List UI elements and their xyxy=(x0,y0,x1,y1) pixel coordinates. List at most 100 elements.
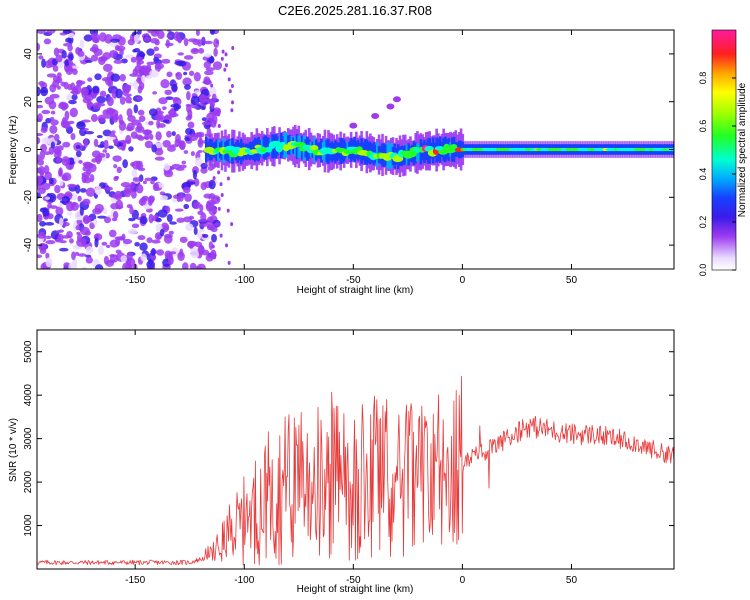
noise-blob xyxy=(149,69,159,78)
noise-blob xyxy=(177,251,185,262)
noise-blob xyxy=(89,222,95,230)
spectrogram-y-label: Frequency (Hz) xyxy=(8,116,19,185)
noise-blob xyxy=(198,229,206,233)
noise-blob xyxy=(212,61,223,71)
noise-blob xyxy=(140,253,147,262)
noise-blob xyxy=(187,38,198,43)
noise-blob xyxy=(102,207,108,215)
noise-blob xyxy=(52,65,59,72)
noise-blob xyxy=(207,216,214,223)
noise-blob xyxy=(216,39,220,44)
noise-blob xyxy=(161,106,167,110)
noise-blob xyxy=(230,108,234,113)
noise-blob xyxy=(179,164,187,169)
noise-blob xyxy=(192,48,198,53)
spectrogram-x-tick-label: 50 xyxy=(566,275,578,286)
noise-blob xyxy=(39,150,45,161)
noise-blob xyxy=(195,30,200,36)
noise-blob xyxy=(66,202,74,212)
noise-blob xyxy=(146,237,153,244)
noise-blob xyxy=(113,164,118,169)
noise-blob xyxy=(40,86,49,97)
noise-blob xyxy=(158,97,168,105)
noise-blob xyxy=(75,224,81,231)
colorbar-ticks: 0.0 0.2 0.4 0.6 0.8 xyxy=(698,72,736,277)
noise-blob xyxy=(94,185,102,196)
noise-blob xyxy=(168,230,174,235)
noise-blob xyxy=(120,255,128,263)
noise-blob xyxy=(75,145,81,149)
noise-blob xyxy=(119,96,126,105)
faint-trace-blob xyxy=(386,103,395,110)
noise-blob xyxy=(159,229,165,237)
noise-blob xyxy=(142,195,149,201)
noise-blob xyxy=(90,54,99,62)
noise-blob xyxy=(128,217,136,222)
noise-blob xyxy=(184,193,192,202)
noise-blob xyxy=(105,107,115,116)
noise-blob xyxy=(52,75,61,83)
noise-blob xyxy=(45,239,56,245)
noise-blob xyxy=(211,244,215,249)
noise-blob xyxy=(37,86,41,97)
noise-blob xyxy=(189,262,197,269)
noise-blob xyxy=(162,119,170,124)
colorbar-tick-label: 0.0 xyxy=(698,264,708,277)
noise-blob xyxy=(126,204,133,209)
noise-blob xyxy=(125,263,132,269)
spectrogram-x-ticks: -150 -100 -50 0 50 xyxy=(125,30,577,286)
noise-blob xyxy=(39,221,47,227)
spectrogram-x-tick-label: -150 xyxy=(125,275,145,286)
noise-blob xyxy=(83,138,88,148)
noise-blob xyxy=(97,144,105,148)
noise-blob xyxy=(171,96,180,102)
noise-blob xyxy=(96,95,106,104)
noise-blob xyxy=(202,121,211,126)
noise-blob xyxy=(58,240,67,244)
noise-blob xyxy=(45,257,53,268)
noise-blob xyxy=(37,254,43,259)
noise-blob xyxy=(171,83,178,92)
noise-blob xyxy=(183,150,189,154)
noise-blob xyxy=(133,80,138,90)
noise-blob xyxy=(106,96,114,107)
noise-blob xyxy=(37,167,43,174)
noise-blob xyxy=(207,223,216,231)
noise-blob xyxy=(182,262,189,269)
noise-blob xyxy=(127,228,138,235)
noise-blob xyxy=(37,30,46,35)
noise-blob xyxy=(190,250,200,259)
noise-blob xyxy=(67,183,77,188)
noise-blob xyxy=(110,73,120,82)
noise-blob xyxy=(204,53,212,58)
noise-blob xyxy=(144,33,150,37)
noise-blob xyxy=(197,231,203,239)
noise-blob xyxy=(185,181,196,185)
noise-blob xyxy=(84,88,89,95)
noise-blob xyxy=(173,102,180,112)
colorbar-label: Normalized spectral amplitude xyxy=(737,82,748,217)
noise-blob xyxy=(54,133,60,142)
noise-blob xyxy=(61,50,67,59)
noise-blob xyxy=(37,113,43,123)
noise-blob xyxy=(227,77,231,82)
noise-blob xyxy=(126,251,133,262)
noise-blob xyxy=(40,143,48,153)
noise-blob xyxy=(131,168,138,179)
noise-blob xyxy=(144,177,153,182)
noise-blob xyxy=(68,53,74,61)
noise-blob xyxy=(41,58,46,68)
noise-blob xyxy=(58,167,63,177)
spectrogram-x-tick-label: -100 xyxy=(234,275,254,286)
snr-y-ticks: 1000 2000 3000 4000 5000 xyxy=(23,340,674,537)
noise-blob xyxy=(223,67,227,72)
noise-blob xyxy=(69,238,74,244)
noise-blob xyxy=(150,38,160,44)
noise-blob xyxy=(187,114,193,120)
noise-blob xyxy=(70,132,76,141)
noise-blob xyxy=(183,216,193,223)
noise-blob xyxy=(179,236,188,244)
noise-blob xyxy=(56,230,62,234)
noise-blob xyxy=(153,56,159,62)
noise-blob xyxy=(103,216,112,224)
